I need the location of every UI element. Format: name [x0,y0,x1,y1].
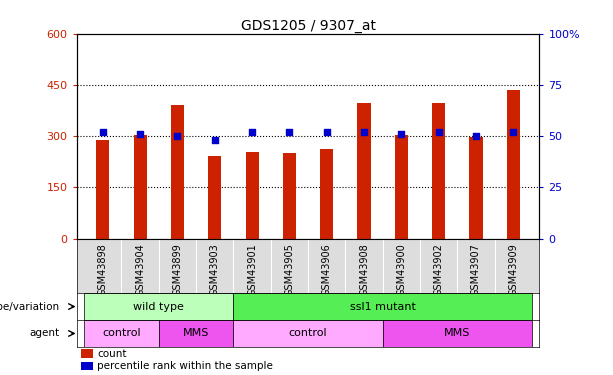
Bar [357,103,370,238]
Text: GSM43898: GSM43898 [97,243,108,296]
Bar [383,320,532,347]
Point [210,137,219,143]
Text: control: control [102,328,141,339]
Text: control: control [289,328,327,339]
Text: GSM43905: GSM43905 [284,243,294,296]
Point [397,131,406,137]
Bar [234,293,532,320]
Point [359,129,369,135]
Bar [246,152,259,238]
Text: ssl1 mutant: ssl1 mutant [350,302,416,312]
Text: wild type: wild type [133,302,184,312]
Text: count: count [97,349,127,359]
Bar [96,140,109,238]
Point [247,129,257,135]
Point [471,133,481,139]
Bar [134,135,147,238]
Bar [82,350,93,358]
Text: GSM43909: GSM43909 [508,243,519,296]
Text: GSM43906: GSM43906 [322,243,332,296]
Text: MMS: MMS [444,328,471,339]
Text: genotype/variation: genotype/variation [0,302,60,312]
Bar [82,362,93,370]
Point [98,129,108,135]
Bar [208,156,221,238]
Bar [320,149,333,238]
Bar [171,105,184,238]
Bar [432,103,445,238]
Bar [395,135,408,238]
Bar [507,90,520,238]
Title: GDS1205 / 9307_at: GDS1205 / 9307_at [240,19,376,33]
Bar [84,320,159,347]
Text: GSM43901: GSM43901 [247,243,257,296]
Point [322,129,332,135]
Bar [159,320,234,347]
Bar [84,293,234,320]
Text: MMS: MMS [183,328,209,339]
Point [135,131,145,137]
Point [434,129,444,135]
Text: GSM43907: GSM43907 [471,243,481,296]
Text: GSM43903: GSM43903 [210,243,219,296]
Text: GSM43908: GSM43908 [359,243,369,296]
Text: percentile rank within the sample: percentile rank within the sample [97,361,273,371]
Bar [234,320,383,347]
Point [284,129,294,135]
Text: GSM43904: GSM43904 [135,243,145,296]
Bar [283,153,296,238]
Text: agent: agent [29,328,60,339]
Text: GSM43900: GSM43900 [397,243,406,296]
Point [508,129,518,135]
Point [172,133,182,139]
Text: GSM43899: GSM43899 [172,243,183,296]
Bar [470,137,482,238]
Text: GSM43902: GSM43902 [433,243,444,296]
